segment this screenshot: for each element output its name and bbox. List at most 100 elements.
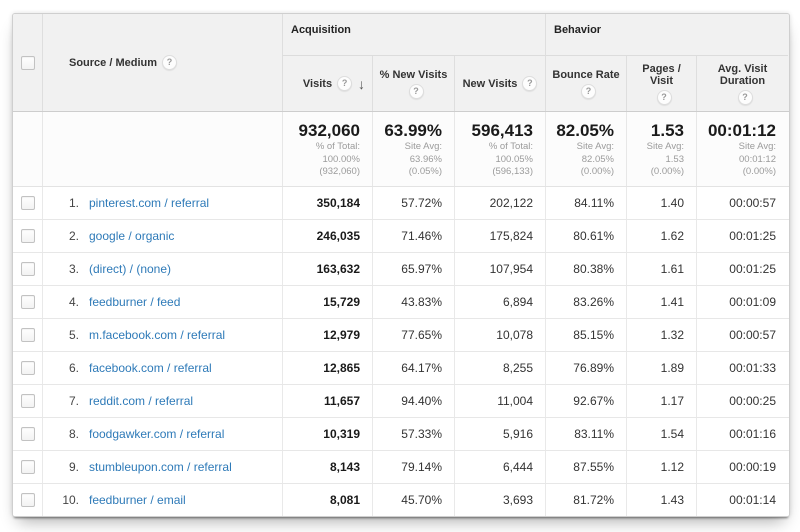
row-checkbox[interactable] [20,262,35,276]
row-rank: 10. [62,493,79,507]
avg-visit-duration-cell: 00:00:25 [696,385,788,417]
avg-visit-duration-cell: 00:01:25 [696,253,788,285]
new-visits-cell: 107,954 [454,253,545,285]
summary-row: 932,060 % of Total: 100.00% (932,060) 63… [13,112,789,187]
row-checkbox[interactable] [20,493,35,507]
row-checkbox[interactable] [20,328,35,342]
row-checkbox[interactable] [20,229,35,243]
pages-visit-cell: 1.32 [626,319,696,351]
source-medium-cell: 6. facebook.com / referral [42,352,282,384]
row-checkbox-cell [13,451,42,483]
row-checkbox-cell [13,187,42,219]
table-row: 10. feedburner / email 8,081 45.70% 3,69… [13,484,789,516]
row-checkbox-cell [13,286,42,318]
help-icon[interactable]: ? [737,89,753,105]
help-icon[interactable]: ? [581,83,596,99]
help-icon[interactable]: ? [522,76,538,91]
summary-pct-new-visits: 63.99% Site Avg: 63.96% (0.05%) [372,112,454,186]
pages-visit-cell: 1.40 [626,187,696,219]
help-icon[interactable]: ? [408,83,424,99]
column-header-bounce-rate[interactable]: Bounce Rate ? [545,56,626,111]
row-checkbox[interactable] [20,196,35,210]
visits-cell: 246,035 [282,220,372,252]
avg-visit-duration-cell: 00:01:16 [696,418,788,450]
table-header: Source / Medium ? Acquisition Behavior V… [13,14,789,112]
source-medium-cell: 2. google / organic [42,220,282,252]
pct-new-visits-cell: 94.40% [372,385,454,417]
row-rank: 4. [68,295,79,309]
avg-visit-duration-cell: 00:01:09 [696,286,788,318]
row-checkbox[interactable] [20,460,35,474]
bounce-rate-cell: 83.11% [545,418,626,450]
row-checkbox-cell [13,319,42,351]
source-medium-link[interactable]: pinterest.com / referral [89,196,210,210]
visits-cell: 10,319 [282,418,372,450]
pct-new-visits-cell: 71.46% [372,220,454,252]
summary-checkbox-cell [13,112,42,186]
column-header-new-visits[interactable]: New Visits ? [454,56,545,111]
row-checkbox-cell [13,253,42,285]
table-row: 3. (direct) / (none) 163,632 65.97% 107,… [13,253,789,286]
new-visits-cell: 202,122 [454,187,545,219]
table-row: 2. google / organic 246,035 71.46% 175,8… [13,220,789,253]
sort-descending-icon[interactable]: ↓ [358,75,365,92]
visits-cell: 15,729 [282,286,372,318]
row-checkbox[interactable] [20,295,35,309]
pages-visit-cell: 1.41 [626,286,696,318]
help-icon[interactable]: ? [162,55,178,70]
row-rank: 7. [68,394,79,408]
pct-new-visits-cell: 65.97% [372,253,454,285]
source-medium-link[interactable]: feedburner / feed [89,295,181,309]
new-visits-cell: 10,078 [454,319,545,351]
source-medium-link[interactable]: reddit.com / referral [89,394,194,408]
analytics-table: Source / Medium ? Acquisition Behavior V… [12,13,790,517]
group-header-acquisition: Acquisition [282,14,545,56]
column-header-visits[interactable]: Visits ? ↓ [282,56,372,111]
row-rank: 5. [68,328,79,342]
row-checkbox[interactable] [20,361,35,375]
source-medium-cell: 5. m.facebook.com / referral [42,319,282,351]
source-medium-link[interactable]: foodgawker.com / referral [89,427,225,441]
row-checkbox-cell [13,385,42,417]
visits-cell: 350,184 [282,187,372,219]
select-all-checkbox[interactable] [20,55,35,70]
row-checkbox[interactable] [20,394,35,408]
avg-visit-duration-cell: 00:00:57 [696,187,788,219]
summary-bounce-rate: 82.05% Site Avg: 82.05% (0.00%) [545,112,626,186]
source-medium-link[interactable]: facebook.com / referral [89,361,212,375]
pct-new-visits-cell: 43.83% [372,286,454,318]
row-rank: 9. [68,460,79,474]
source-medium-cell: 1. pinterest.com / referral [42,187,282,219]
column-header-avg-visit-duration[interactable]: Avg. Visit Duration ? [696,56,788,111]
pages-visit-cell: 1.61 [626,253,696,285]
column-header-source-medium[interactable]: Source / Medium ? [42,14,282,111]
row-checkbox[interactable] [20,427,35,441]
table-body: 1. pinterest.com / referral 350,184 57.7… [13,187,789,516]
new-visits-cell: 6,444 [454,451,545,483]
help-icon[interactable]: ? [656,89,672,105]
new-visits-cell: 5,916 [454,418,545,450]
column-header-pct-new-visits[interactable]: % New Visits ? [372,56,454,111]
bounce-rate-cell: 84.11% [545,187,626,219]
bounce-rate-cell: 76.89% [545,352,626,384]
source-medium-link[interactable]: google / organic [89,229,175,243]
source-medium-link[interactable]: (direct) / (none) [89,262,172,276]
pages-visit-cell: 1.43 [626,484,696,516]
table-row: 1. pinterest.com / referral 350,184 57.7… [13,187,789,220]
column-header-pages-visit[interactable]: Pages / Visit ? [626,56,696,111]
source-medium-link[interactable]: stumbleupon.com / referral [89,460,232,474]
new-visits-cell: 6,894 [454,286,545,318]
source-medium-link[interactable]: feedburner / email [89,493,186,507]
help-icon[interactable]: ? [337,76,353,91]
new-visits-cell: 8,255 [454,352,545,384]
pages-visit-cell: 1.62 [626,220,696,252]
bounce-rate-cell: 87.55% [545,451,626,483]
group-header-behavior: Behavior [545,14,788,56]
source-medium-cell: 7. reddit.com / referral [42,385,282,417]
avg-visit-duration-cell: 00:01:14 [696,484,788,516]
select-all-cell [13,14,42,111]
row-rank: 1. [68,196,79,210]
source-medium-link[interactable]: m.facebook.com / referral [89,328,226,342]
summary-pages-visit: 1.53 Site Avg: 1.53 (0.00%) [626,112,696,186]
summary-visits: 932,060 % of Total: 100.00% (932,060) [282,112,372,186]
